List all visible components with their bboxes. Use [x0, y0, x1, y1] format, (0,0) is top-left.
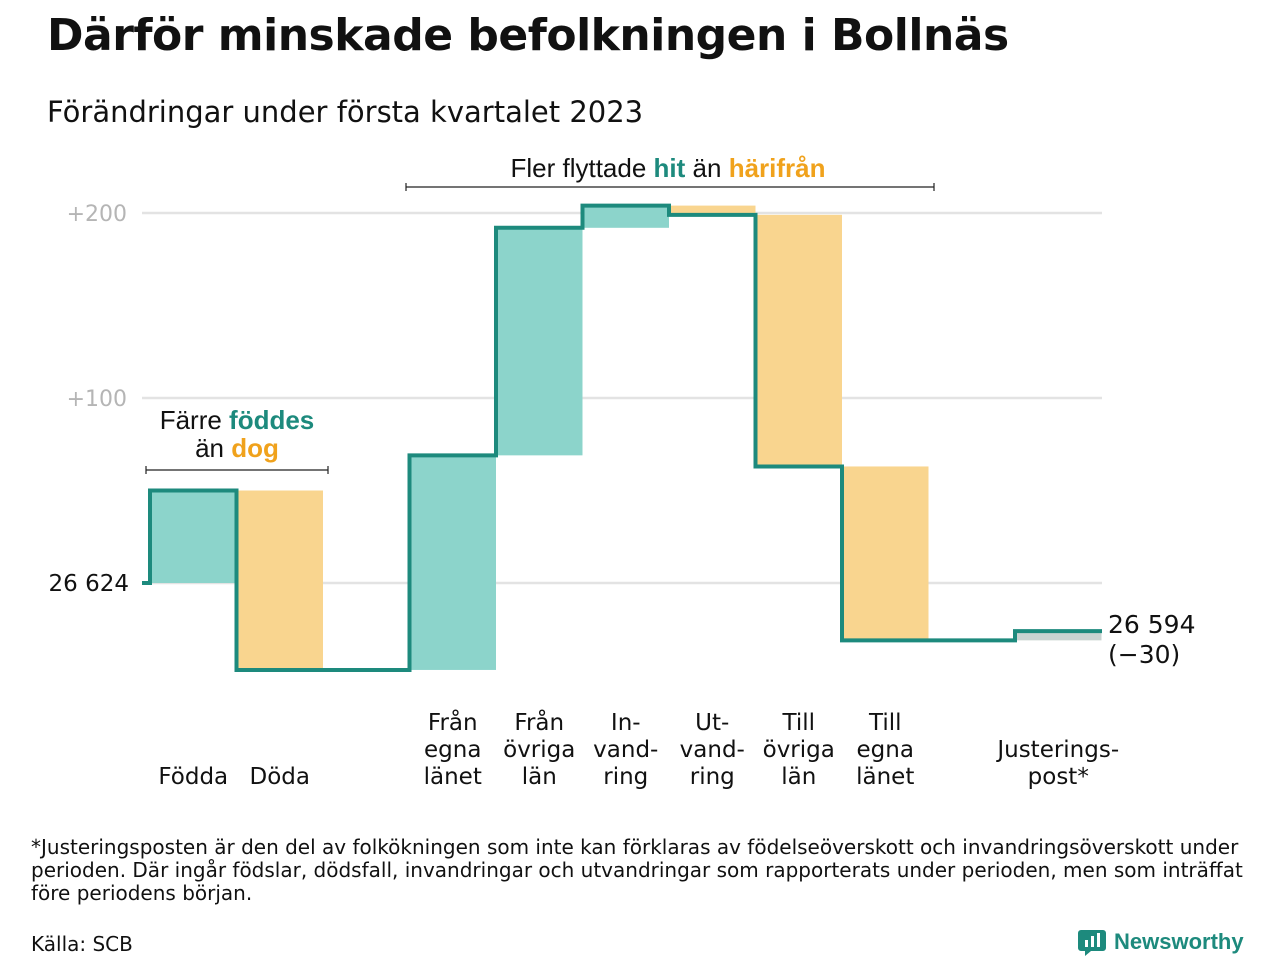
bar-Ut-vand-ring [669, 205, 756, 215]
category-label: post* [1028, 764, 1089, 790]
bar-Frånegnalänet [409, 455, 496, 670]
bar-Döda [236, 490, 323, 670]
category-label: länet [856, 764, 914, 790]
start-value-label: 26 624 [49, 571, 129, 597]
annotation-migration-part: härifrån [729, 153, 826, 183]
category-label: ring [690, 764, 735, 790]
annotation-births-part: Färre [160, 405, 229, 435]
cumulative-line [142, 203, 1102, 672]
y-tick-label: +100 [67, 387, 127, 412]
annotation-migration: Fler flyttade hit än härifrån [510, 153, 825, 183]
category-label: Till [781, 710, 815, 736]
y-tick-label: +200 [67, 202, 127, 227]
annotation-migration-part: hit [654, 153, 686, 183]
annotation-births: Färre föddes [160, 405, 315, 435]
annotation-births-part: föddes [229, 405, 314, 435]
category-label: Döda [250, 764, 310, 790]
bar-In-vand-ring [582, 205, 669, 228]
category-label: ring [603, 764, 648, 790]
category-label: egna [424, 737, 481, 763]
newsworthy-logo: Newsworthy [1078, 928, 1244, 956]
category-label: övriga [763, 737, 835, 763]
end-change-label: (−30) [1108, 640, 1180, 669]
category-label: län [522, 764, 557, 790]
bar-Tillövrigalän [755, 214, 842, 467]
category-label: Till [868, 710, 902, 736]
annotation-deaths-part: dog [231, 433, 279, 463]
category-label: egna [857, 737, 914, 763]
bar-Frånövrigalän [496, 227, 583, 456]
annotation-migration-part: än [685, 153, 728, 183]
annotation-migration-part: Fler flyttade [510, 153, 653, 183]
category-label: länet [424, 764, 482, 790]
footnote: *Justeringsposten är den del av folkökni… [31, 835, 1243, 905]
category-label: Födda [158, 764, 228, 790]
category-label: Från [428, 708, 478, 736]
category-label: vand- [593, 737, 658, 763]
chart-title: Därför minskade befolkningen i Bollnäs [47, 10, 1009, 61]
category-label: vand- [680, 737, 745, 763]
source-label: Källa: SCB [31, 932, 133, 956]
bar-Tillegnalänet [842, 466, 929, 641]
category-label: län [781, 764, 816, 790]
end-value-label: 26 594 [1108, 610, 1195, 639]
chart-subtitle: Förändringar under första kvartalet 2023 [47, 95, 644, 129]
bar-chart-icon [1078, 930, 1106, 956]
category-label: Från [514, 708, 564, 736]
category-label: Ut- [695, 710, 729, 736]
category-label: övriga [503, 737, 575, 763]
bars [150, 205, 1102, 670]
annotation-deaths-part: än [195, 433, 231, 463]
category-label: In- [611, 710, 641, 736]
bar-Födda [150, 490, 237, 583]
annotation-deaths: än dog [195, 433, 279, 463]
category-label: Justerings- [995, 737, 1119, 763]
bar-Justerings-post* [1015, 631, 1102, 641]
cumulative-path [142, 203, 1102, 672]
brand-name: Newsworthy [1114, 929, 1244, 954]
